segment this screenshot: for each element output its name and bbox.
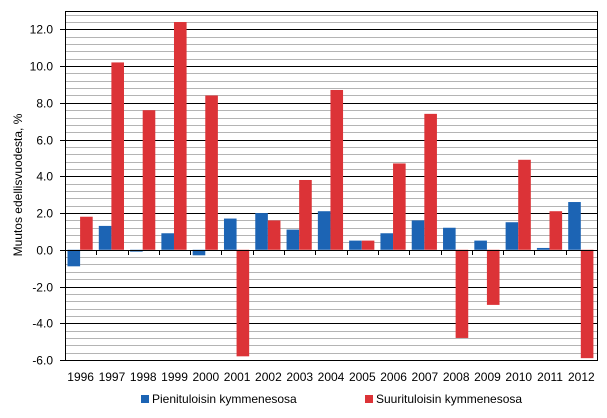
bar-suurituloisin-1998: [142, 110, 156, 250]
x-tick-label: 2008: [443, 370, 470, 384]
legend-label: Pienituloisin kymmenesosa: [152, 392, 297, 406]
legend-item-pienituloisin: Pienituloisin kymmenesosa: [141, 389, 297, 409]
axes: [65, 11, 598, 361]
bar-suurituloisin-1996: [80, 216, 93, 250]
x-tick-label: 2012: [568, 370, 595, 384]
x-tick-label: 1999: [161, 370, 188, 384]
bar-pienituloisin-2009: [474, 240, 487, 250]
y-tick-label: 4.0: [36, 170, 53, 184]
bar-pienituloisin-2008: [443, 227, 456, 250]
bar-pienituloisin-2003: [286, 229, 300, 250]
bar-suurituloisin-2008: [455, 249, 469, 338]
bar-pienituloisin-2002: [255, 213, 268, 250]
bar-suurituloisin-2002: [267, 220, 281, 250]
x-tick-label: 2007: [412, 370, 439, 384]
bars: [67, 22, 594, 359]
bar-pienituloisin-2000: [192, 249, 206, 256]
bar-suurituloisin-2001: [236, 249, 250, 357]
x-tick-label: 2011: [537, 370, 563, 384]
bar-pienituloisin-2005: [349, 240, 362, 250]
bar-suurituloisin-2004: [330, 89, 344, 250]
y-axis-title: Muutos edellisvuodesta, %: [11, 113, 25, 256]
y-tick-label: 10.0: [30, 60, 54, 74]
bar-pienituloisin-2007: [411, 220, 425, 250]
bar-suurituloisin-2003: [299, 179, 312, 250]
x-tick-label: 1997: [99, 370, 126, 384]
x-tick-label: 2003: [286, 370, 313, 384]
bar-pienituloisin-1996: [67, 249, 81, 267]
legend-swatch-blue-icon: [141, 395, 149, 403]
x-tick-label: 2001: [224, 370, 251, 384]
bar-suurituloisin-2009: [486, 249, 500, 305]
plot-border: [65, 11, 598, 361]
bar-pienituloisin-1997: [98, 225, 112, 250]
bar-suurituloisin-2011: [549, 211, 563, 250]
y-tick-label: 12.0: [30, 23, 54, 37]
bar-pienituloisin-1999: [161, 233, 174, 250]
bar-suurituloisin-2005: [361, 240, 375, 250]
bar-pienituloisin-2006: [380, 233, 394, 250]
x-tick-label: 2006: [380, 370, 407, 384]
x-tick-label: 2010: [505, 370, 532, 384]
y-tick-label: 6.0: [36, 134, 53, 148]
y-tick-label: 8.0: [36, 97, 53, 111]
bar-suurituloisin-1999: [173, 22, 187, 250]
bar-suurituloisin-1997: [111, 62, 124, 250]
bar-suurituloisin-2006: [393, 163, 406, 250]
y-tick-labels: -6.0 -4.0 -2.0 0.0 2.0 4.0 6.0 8.0 10.0 12.0: [30, 23, 54, 368]
bar-pienituloisin-2010: [505, 222, 519, 250]
x-tick-labels: 1996 1997 1998 1999 2000 2001 2002 2003 2004 2005…: [67, 370, 595, 384]
x-tick-label: 1998: [130, 370, 157, 384]
bar-pienituloisin-2001: [223, 218, 237, 250]
bar-suurituloisin-2010: [518, 159, 531, 250]
y-tick-label: 2.0: [36, 207, 53, 221]
y-tick-label: -4.0: [32, 317, 53, 331]
x-tick-label: 2002: [255, 370, 282, 384]
x-tick-label: 2004: [318, 370, 345, 384]
x-tick-label: 2000: [192, 370, 219, 384]
y-tick-label: -2.0: [32, 281, 53, 295]
x-tick-label: 2009: [474, 370, 501, 384]
y-tick-label: -6.0: [32, 354, 53, 368]
major-gridlines: [60, 29, 597, 361]
legend-item-suurituloisin: Suurituloisin kymmenesosa: [365, 389, 522, 409]
bar-pienituloisin-2011: [536, 247, 550, 250]
bar-suurituloisin-2012: [580, 249, 594, 359]
bar-suurituloisin-2007: [424, 113, 437, 250]
bar-pienituloisin-2012: [568, 202, 581, 250]
x-tick-label: 1996: [67, 370, 94, 384]
bar-pienituloisin-2004: [317, 211, 331, 250]
legend-swatch-red-icon: [365, 395, 373, 403]
bar-suurituloisin-2000: [205, 95, 218, 250]
legend-label: Suurituloisin kymmenesosa: [376, 392, 523, 406]
y-tick-label: 0.0: [36, 244, 53, 258]
x-tick-label: 2005: [349, 370, 376, 384]
